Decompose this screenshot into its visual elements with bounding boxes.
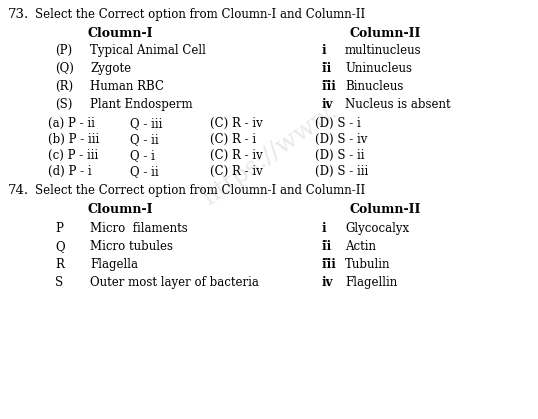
Text: Q: Q — [55, 240, 65, 253]
Text: (C) R - i: (C) R - i — [210, 133, 256, 146]
Text: Micro tubules: Micro tubules — [90, 240, 173, 253]
Text: 74.: 74. — [8, 184, 29, 197]
Text: Cloumn-I: Cloumn-I — [88, 27, 153, 40]
Text: Micro  filaments: Micro filaments — [90, 222, 188, 235]
Text: Cloumn-I: Cloumn-I — [88, 203, 153, 216]
Text: Select the Correct option from Cloumn-I and Column-II: Select the Correct option from Cloumn-I … — [35, 8, 365, 21]
Text: (C) R - iv: (C) R - iv — [210, 149, 263, 162]
Text: Plant Endosperm: Plant Endosperm — [90, 98, 193, 111]
Text: (c) P - iii: (c) P - iii — [48, 149, 98, 162]
Text: Q - i: Q - i — [130, 149, 155, 162]
Text: Q - ii: Q - ii — [130, 133, 159, 146]
Text: (D) S - iii: (D) S - iii — [315, 165, 368, 178]
Text: Flagella: Flagella — [90, 258, 138, 271]
Text: Select the Correct option from Cloumn-I and Column-II: Select the Correct option from Cloumn-I … — [35, 184, 365, 197]
Text: i: i — [322, 44, 327, 57]
Text: (C) R - iv: (C) R - iv — [210, 165, 263, 178]
Text: (P): (P) — [55, 44, 72, 57]
Text: (C) R - iv: (C) R - iv — [210, 117, 263, 130]
Text: Q - iii: Q - iii — [130, 117, 162, 130]
Text: Human RBC: Human RBC — [90, 80, 164, 93]
Text: (Q): (Q) — [55, 62, 74, 75]
Text: iv: iv — [322, 98, 334, 111]
Text: ïïi: ïïi — [322, 258, 336, 271]
Text: iv: iv — [322, 276, 334, 289]
Text: Typical Animal Cell: Typical Animal Cell — [90, 44, 206, 57]
Text: multinucleus: multinucleus — [345, 44, 422, 57]
Text: Column-II: Column-II — [350, 203, 421, 216]
Text: i: i — [322, 222, 327, 235]
Text: (b) P - iii: (b) P - iii — [48, 133, 99, 146]
Text: Glycocalyx: Glycocalyx — [345, 222, 409, 235]
Text: (D) S - ii: (D) S - ii — [315, 149, 365, 162]
Text: Column-II: Column-II — [350, 27, 421, 40]
Text: (d) P - i: (d) P - i — [48, 165, 91, 178]
Text: P: P — [55, 222, 63, 235]
Text: Zygote: Zygote — [90, 62, 131, 75]
Text: ïi: ïi — [322, 240, 331, 253]
Text: https://www.: https://www. — [198, 100, 342, 210]
Text: R: R — [55, 258, 64, 271]
Text: S: S — [55, 276, 63, 289]
Text: (a) P - ii: (a) P - ii — [48, 117, 95, 130]
Text: (R): (R) — [55, 80, 73, 93]
Text: Flagellin: Flagellin — [345, 276, 397, 289]
Text: (S): (S) — [55, 98, 73, 111]
Text: Actin: Actin — [345, 240, 376, 253]
Text: Uninucleus: Uninucleus — [345, 62, 412, 75]
Text: (D) S - iv: (D) S - iv — [315, 133, 367, 146]
Text: ïïi: ïïi — [322, 80, 336, 93]
Text: Binucleus: Binucleus — [345, 80, 404, 93]
Text: (D) S - i: (D) S - i — [315, 117, 361, 130]
Text: ïi: ïi — [322, 62, 331, 75]
Text: 73.: 73. — [8, 8, 29, 21]
Text: Q - ii: Q - ii — [130, 165, 159, 178]
Text: Outer most layer of bacteria: Outer most layer of bacteria — [90, 276, 259, 289]
Text: Tubulin: Tubulin — [345, 258, 391, 271]
Text: Nucleus is absent: Nucleus is absent — [345, 98, 451, 111]
